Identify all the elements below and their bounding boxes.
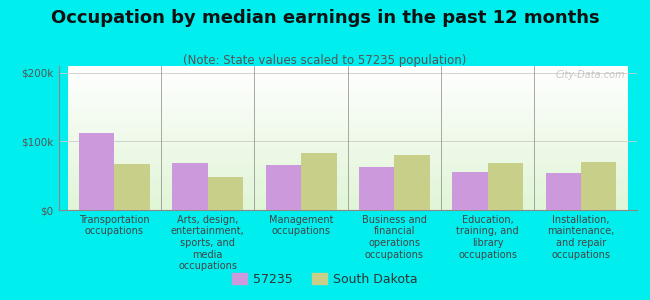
Bar: [114, 164, 150, 210]
Text: (Note: State values scaled to 57235 population): (Note: State values scaled to 57235 popu…: [183, 54, 467, 67]
Bar: [581, 162, 616, 210]
Bar: [208, 177, 243, 210]
Bar: [359, 167, 395, 210]
Bar: [395, 155, 430, 210]
Bar: [79, 133, 114, 210]
Text: City-Data.com: City-Data.com: [556, 70, 625, 80]
Bar: [301, 153, 337, 210]
Bar: [452, 172, 488, 210]
Text: Occupation by median earnings in the past 12 months: Occupation by median earnings in the pas…: [51, 9, 599, 27]
Bar: [172, 164, 208, 210]
Bar: [488, 164, 523, 210]
Bar: [266, 165, 301, 210]
Bar: [545, 173, 581, 210]
Legend: 57235, South Dakota: 57235, South Dakota: [227, 268, 422, 291]
